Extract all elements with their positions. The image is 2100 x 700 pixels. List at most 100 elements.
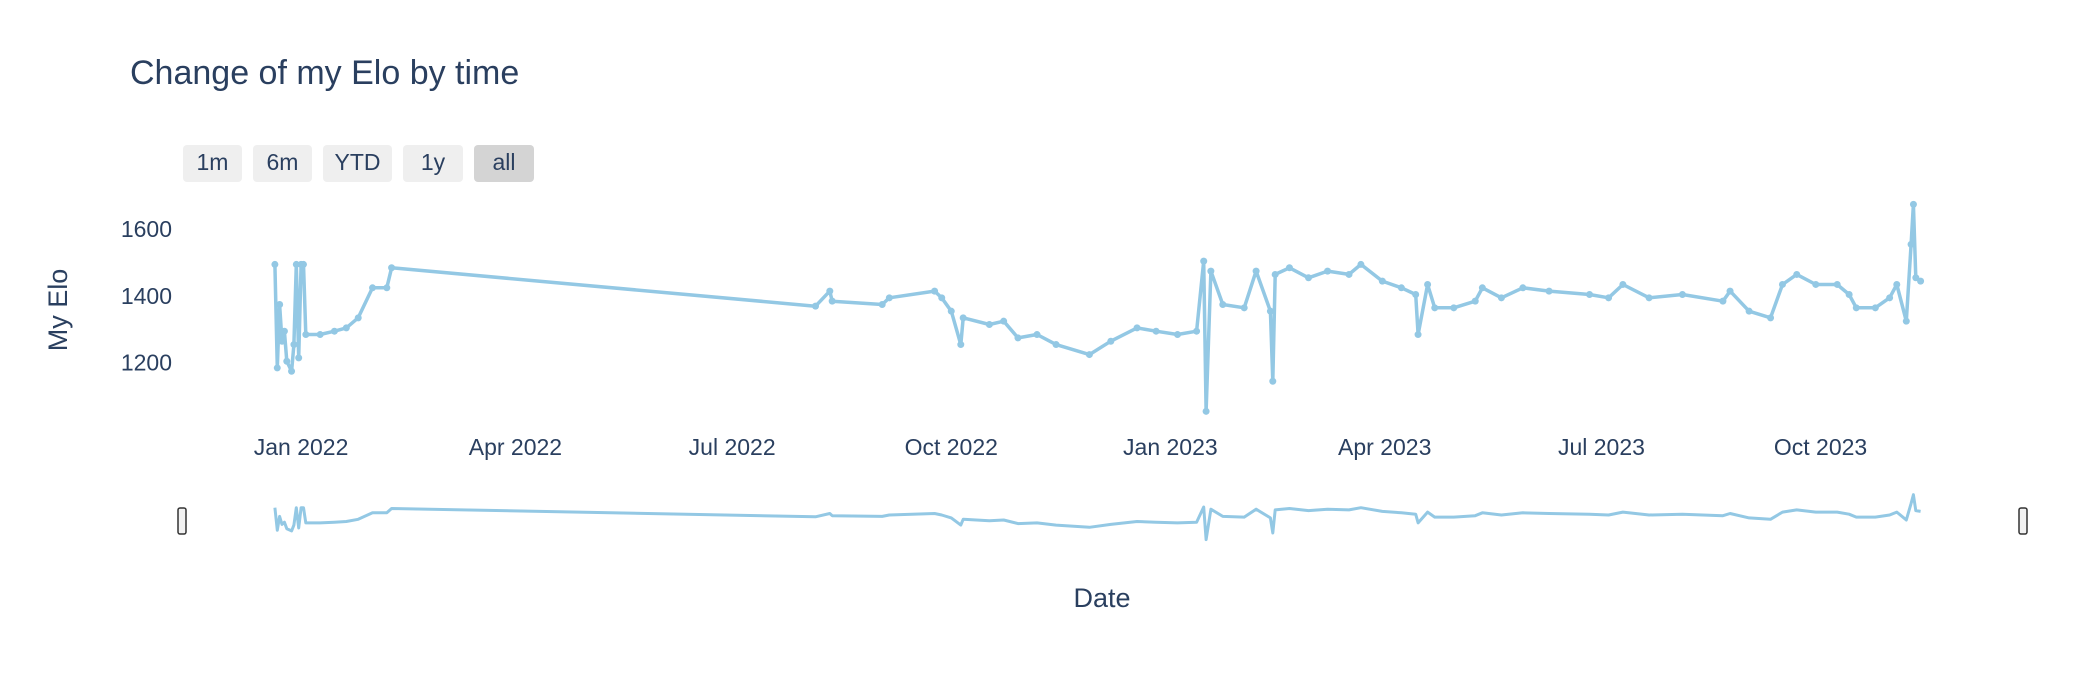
- x-tick-label: Oct 2023: [1774, 434, 1867, 460]
- data-point: [1907, 240, 1915, 248]
- data-point: [957, 341, 965, 349]
- data-point: [1052, 341, 1060, 349]
- range-button[interactable]: 1y: [403, 145, 463, 182]
- data-point: [1014, 334, 1022, 342]
- button-background[interactable]: [403, 145, 463, 182]
- y-tick-label: 1600: [121, 216, 172, 242]
- data-point: [1833, 280, 1841, 288]
- data-point: [1893, 280, 1901, 288]
- button-label[interactable]: 1m: [197, 149, 229, 175]
- data-point: [931, 287, 939, 295]
- x-tick-label: Jul 2022: [689, 434, 776, 460]
- data-point: [1497, 294, 1505, 302]
- range-slider-line: [273, 493, 1921, 542]
- data-point: [1917, 277, 1925, 285]
- data-point: [1266, 307, 1274, 315]
- data-point: [1200, 257, 1208, 265]
- data-point: [354, 314, 362, 322]
- x-tick-label: Apr 2023: [1338, 434, 1431, 460]
- data-point: [1152, 327, 1160, 335]
- data-point: [1767, 314, 1775, 322]
- data-point: [276, 300, 284, 308]
- data-point: [288, 367, 296, 375]
- data-point: [302, 331, 310, 339]
- data-point: [1645, 294, 1653, 302]
- data-point: [1357, 260, 1365, 268]
- data-point: [1909, 200, 1917, 208]
- data-point: [316, 331, 324, 339]
- range-handle[interactable]: [177, 507, 187, 535]
- button-background[interactable]: [253, 145, 312, 182]
- data-point: [1778, 280, 1786, 288]
- data-point: [271, 260, 279, 268]
- data-point: [1345, 270, 1353, 278]
- data-point: [1745, 307, 1753, 315]
- data-point: [1545, 287, 1553, 295]
- data-line: [273, 202, 1922, 414]
- x-axis-title: Date: [1073, 583, 1130, 613]
- data-point: [1193, 327, 1201, 335]
- data-point: [1271, 270, 1279, 278]
- range-button[interactable]: all: [474, 145, 534, 182]
- data-point: [1424, 280, 1432, 288]
- button-background[interactable]: [323, 145, 392, 182]
- range-handle[interactable]: [2018, 507, 2028, 535]
- data-point: [1107, 337, 1115, 345]
- data-point: [280, 327, 288, 335]
- data-point: [1033, 331, 1041, 339]
- data-point: [1845, 290, 1853, 298]
- range-button[interactable]: 6m: [253, 145, 312, 182]
- data-point: [1519, 284, 1527, 292]
- data-point: [826, 287, 834, 295]
- data-point: [1586, 290, 1594, 298]
- range-button[interactable]: 1m: [183, 145, 242, 182]
- data-point: [1305, 274, 1313, 282]
- data-point: [1450, 304, 1458, 312]
- range-buttons: 1m 6m YTD 1y all: [183, 145, 534, 182]
- y-axis-title: My Elo: [43, 269, 73, 352]
- data-point: [369, 284, 377, 292]
- data-point: [1793, 270, 1801, 278]
- data-point: [1207, 267, 1215, 275]
- data-point: [1871, 304, 1879, 312]
- button-label[interactable]: 1y: [421, 149, 446, 175]
- data-point: [1285, 264, 1293, 272]
- data-point: [388, 264, 396, 272]
- data-point: [342, 324, 350, 332]
- x-tick-label: Apr 2022: [469, 434, 562, 460]
- x-tick-label: Oct 2022: [905, 434, 998, 460]
- data-point: [1174, 331, 1182, 339]
- y-tick-label: 1200: [121, 350, 172, 376]
- data-point: [1726, 287, 1734, 295]
- data-point: [1431, 304, 1439, 312]
- data-point: [1378, 277, 1386, 285]
- data-point: [985, 321, 993, 329]
- x-tick-label: Jan 2023: [1123, 434, 1218, 460]
- data-point: [278, 337, 286, 345]
- data-point: [1812, 280, 1820, 288]
- data-point: [1719, 297, 1727, 305]
- data-point: [283, 357, 291, 365]
- button-label[interactable]: YTD: [335, 149, 381, 175]
- data-point: [1219, 300, 1227, 308]
- data-point: [959, 314, 967, 322]
- button-label[interactable]: 6m: [267, 149, 299, 175]
- x-tick-label: Jan 2022: [254, 434, 349, 460]
- button-background[interactable]: [474, 145, 534, 182]
- data-point: [878, 300, 886, 308]
- data-point: [1414, 331, 1422, 339]
- data-point: [295, 354, 303, 362]
- data-point: [1240, 304, 1248, 312]
- button-background[interactable]: [183, 145, 242, 182]
- data-point: [290, 341, 298, 349]
- y-tick-label: 1400: [121, 283, 172, 309]
- data-point: [1902, 317, 1910, 325]
- data-point: [330, 327, 338, 335]
- chart-title: Change of my Elo by time: [130, 54, 519, 92]
- data-point: [1852, 304, 1860, 312]
- data-point: [1605, 294, 1613, 302]
- range-button[interactable]: YTD: [323, 145, 392, 182]
- button-label[interactable]: all: [492, 149, 515, 175]
- data-point: [1324, 267, 1332, 275]
